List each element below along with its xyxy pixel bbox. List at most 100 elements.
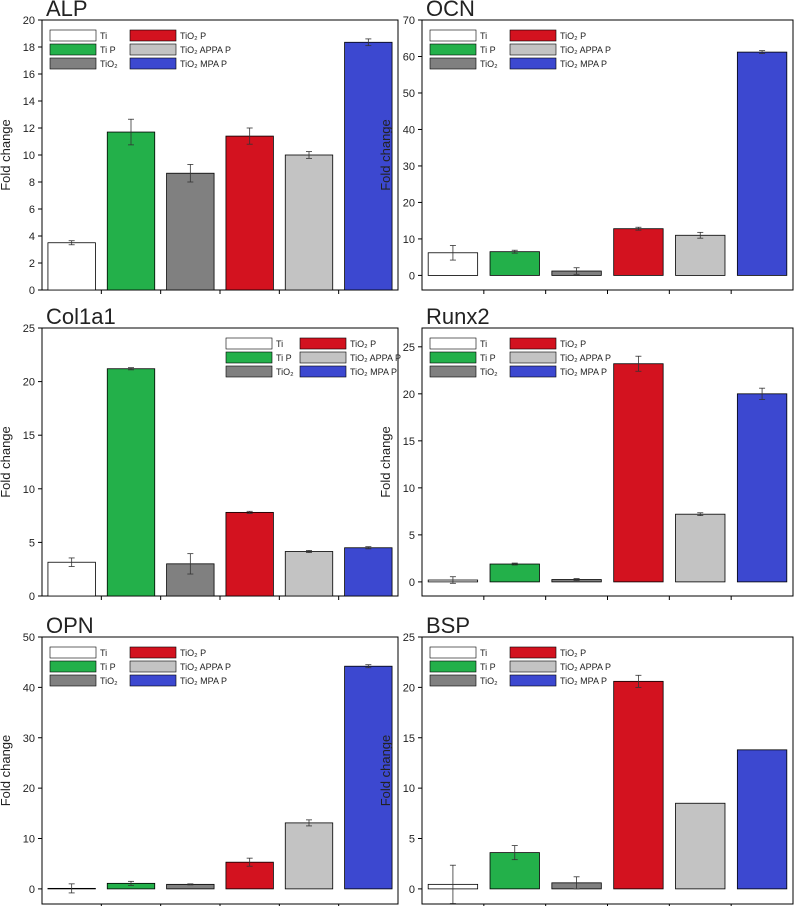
y-tick-label: 18 [23,42,35,54]
chart-title: ALP [46,0,88,21]
legend-label-tio2-p: TiO₂ P [560,31,586,41]
y-axis-label: Fold change [378,119,393,191]
legend-label-tio2-appa-p: TiO₂ APPA P [350,353,401,363]
y-tick-label: 20 [23,15,35,27]
y-tick-label: 10 [23,150,35,162]
legend-swatch-ti-p [49,660,97,673]
legend-label-tio2: TiO₂ [100,59,118,69]
legend-label-tio2-appa-p: TiO₂ APPA P [560,353,611,363]
bar-tio2-p [225,861,274,890]
y-tick-label: 6 [29,204,35,216]
chart-title: BSP [426,613,470,638]
y-tick-label: 0 [409,270,415,282]
bar-ti-p [106,131,156,291]
legend-label-tio2-mpa-p: TiO₂ MPA P [180,676,227,686]
y-tick-label: 30 [23,733,35,745]
legend-swatch-tio2-p [509,29,557,42]
legend-swatch-ti [49,29,97,42]
legend-label-ti: Ti [480,339,487,349]
legend-label-ti-p: Ti P [100,662,116,672]
bar-tio2 [166,172,215,291]
y-axis-label: Fold change [378,426,393,498]
legend-swatch-tio2 [49,57,97,70]
legend-label-tio2-appa-p: TiO₂ APPA P [560,45,611,55]
y-tick-label: 15 [23,430,35,442]
chart-title: Runx2 [426,304,490,329]
bar-tio2-appa-p [284,154,334,291]
legend-label-ti: Ti [276,339,283,349]
y-tick-label: 0 [409,884,415,896]
legend-swatch-tio2 [49,674,97,687]
legend-label-ti: Ti [100,31,107,41]
legend-swatch-tio2-appa-p [509,660,557,673]
y-tick-label: 70 [403,15,415,27]
legend-label-ti: Ti [100,648,107,658]
y-tick-label: 20 [403,682,415,694]
y-tick-label: 0 [29,285,35,297]
legend-swatch-ti [429,29,477,42]
legend-label-tio2-mpa-p: TiO₂ MPA P [180,59,227,69]
y-tick-label: 0 [409,577,415,589]
y-tick-label: 60 [403,51,415,63]
legend-swatch-ti-p [429,351,477,364]
y-tick-label: 10 [403,234,415,246]
bar-tio2-mpa-p [344,665,393,890]
y-tick-label: 50 [23,632,35,644]
chart-title: OCN [426,0,475,21]
legend-label-ti-p: Ti P [276,353,292,363]
legend-swatch-ti [49,646,97,659]
y-tick-label: 2 [29,258,35,270]
y-tick-label: 10 [23,484,35,496]
bar-tio2-mpa-p [344,41,393,291]
legend-label-tio2: TiO₂ [480,59,498,69]
legend-swatch-ti-p [429,660,477,673]
legend-swatch-tio2-mpa-p [509,365,557,378]
y-tick-label: 40 [23,682,35,694]
legend-swatch-tio2-mpa-p [509,57,557,70]
legend-swatch-tio2-p [509,646,557,659]
legend-label-tio2: TiO₂ [100,676,118,686]
chart-title: Col1a1 [46,304,116,329]
y-tick-label: 10 [403,783,415,795]
y-tick-label: 0 [29,591,35,603]
y-tick-label: 5 [409,834,415,846]
bar-ti [47,561,96,597]
legend-label-tio2-mpa-p: TiO₂ MPA P [560,367,607,377]
y-tick-label: 16 [23,69,35,81]
bar-tio2-p [613,363,664,583]
legend-label-ti-p: Ti P [100,45,116,55]
bar-tio2-mpa-p [736,51,788,276]
legend-label-tio2-appa-p: TiO₂ APPA P [180,45,231,55]
legend-swatch-tio2-p [129,29,177,42]
legend-swatch-tio2-appa-p [129,43,177,56]
bar-tio2-appa-p [675,802,726,890]
legend-label-tio2-appa-p: TiO₂ APPA P [180,662,231,672]
y-tick-label: 20 [403,197,415,209]
legend-label-tio2: TiO₂ [480,676,498,686]
legend-label-tio2-mpa-p: TiO₂ MPA P [560,59,607,69]
legend-swatch-tio2 [225,365,273,378]
legend-swatch-tio2 [429,365,477,378]
bar-ti [47,242,96,291]
legend-label-tio2-p: TiO₂ P [350,339,376,349]
bar-tio2-appa-p [284,551,334,597]
bar-tio2-mpa-p [344,547,393,597]
y-tick-label: 4 [29,231,35,243]
y-tick-label: 15 [403,733,415,745]
legend-swatch-ti-p [225,351,273,364]
legend-swatch-ti-p [429,43,477,56]
legend-swatch-ti [429,646,477,659]
legend-label-tio2: TiO₂ [480,367,498,377]
y-tick-label: 20 [23,783,35,795]
y-tick-label: 12 [23,123,35,135]
bar-tio2-p [225,135,274,291]
legend-swatch-tio2-mpa-p [129,674,177,687]
y-tick-label: 40 [403,124,415,136]
legend-swatch-tio2-appa-p [129,660,177,673]
y-tick-label: 10 [23,834,35,846]
y-tick-label: 50 [403,88,415,100]
legend-label-tio2-mpa-p: TiO₂ MPA P [560,676,607,686]
bar-tio2-mpa-p [736,393,788,583]
